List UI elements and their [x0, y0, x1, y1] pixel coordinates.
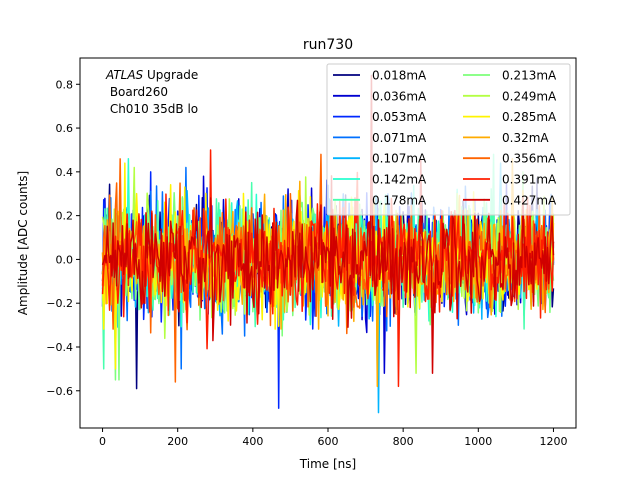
x-tick-label: 200 — [167, 435, 188, 448]
y-tick-label: −0.6 — [46, 385, 73, 398]
legend-label: 0.285mA — [502, 110, 557, 124]
annotation-experiment: ATLAS — [105, 68, 144, 82]
legend-label: 0.32mA — [502, 131, 549, 145]
series-line-0.391mA — [101, 149, 555, 388]
x-tick-label: 0 — [99, 435, 106, 448]
y-tick-label: 0.0 — [56, 253, 74, 266]
legend-label: 0.178mA — [372, 193, 427, 207]
legend-label: 0.053mA — [372, 110, 427, 124]
annotation-board: Board260 — [106, 85, 168, 99]
legend-label: 0.142mA — [372, 173, 427, 187]
series-line-0.427mA — [101, 74, 555, 375]
y-tick-label: −0.2 — [46, 297, 73, 310]
legend-label: 0.391mA — [502, 173, 557, 187]
annotation-line-1: ATLAS Upgrade — [105, 68, 198, 82]
legend: 0.018mA 0.036mA 0.053mA 0.071mA 0.107mA 0.142… — [326, 63, 571, 216]
legend-label: 0.018mA — [372, 69, 427, 83]
legend-label: 0.107mA — [372, 152, 427, 166]
x-axis-label: Time [ns] — [299, 457, 356, 471]
legend-label: 0.036mA — [372, 89, 427, 103]
legend-label: 0.427mA — [502, 193, 557, 207]
legend-label: 0.356mA — [502, 152, 557, 166]
y-axis-label: Amplitude [ADC counts] — [16, 171, 30, 315]
y-tick-label: 0.2 — [56, 210, 74, 223]
x-tick-label: 800 — [393, 435, 414, 448]
x-tick-label: 1000 — [464, 435, 492, 448]
x-tick-label: 400 — [242, 435, 263, 448]
legend-box — [326, 63, 571, 216]
legend-label: 0.213mA — [502, 69, 557, 83]
legend-label: 0.249mA — [502, 89, 557, 103]
legend-label: 0.071mA — [372, 131, 427, 145]
series-group — [101, 74, 555, 414]
chart-title: run730 — [303, 37, 353, 53]
atlas-annotation: ATLAS Upgrade Board260 Ch010 35dB lo — [105, 68, 198, 116]
y-tick-label: 0.6 — [56, 122, 74, 135]
x-tick-label: 1200 — [539, 435, 567, 448]
y-tick-label: −0.4 — [46, 341, 73, 354]
annotation-channel: Ch010 35dB lo — [106, 102, 198, 116]
y-tick-label: 0.8 — [56, 78, 74, 91]
y-axis: −0.6 −0.4 −0.2 0.0 0.2 0.4 0.6 0.8 — [46, 78, 80, 398]
y-tick-label: 0.4 — [56, 166, 74, 179]
x-axis: 0 200 400 600 800 1000 1200 — [99, 428, 567, 448]
x-tick-label: 600 — [318, 435, 339, 448]
annotation-experiment-suffix: Upgrade — [143, 68, 198, 82]
